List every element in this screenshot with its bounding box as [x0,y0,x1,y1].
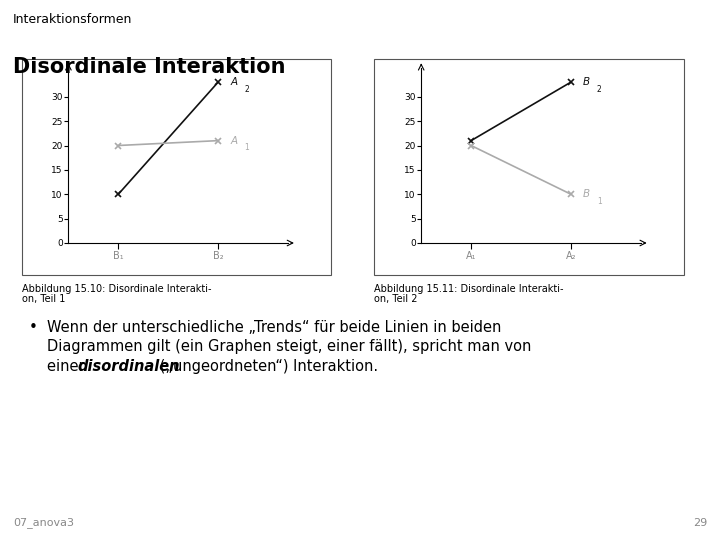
Text: 29: 29 [693,518,707,528]
Text: disordinalen: disordinalen [78,359,180,374]
Text: A: A [230,136,237,146]
Text: einer: einer [47,359,89,374]
Text: •: • [29,320,37,335]
Text: 1: 1 [597,197,602,206]
Text: Diagrammen gilt (ein Graphen steigt, einer fällt), spricht man von: Diagrammen gilt (ein Graphen steigt, ein… [47,339,531,354]
Text: Disordinale Interaktion: Disordinale Interaktion [13,57,285,77]
Text: 2: 2 [597,85,602,94]
Text: („ungeordneten“) Interaktion.: („ungeordneten“) Interaktion. [155,359,378,374]
Text: on, Teil 2: on, Teil 2 [374,294,418,305]
Text: on, Teil 1: on, Teil 1 [22,294,65,305]
Text: Interaktionsformen: Interaktionsformen [13,13,132,26]
Text: A: A [230,77,237,87]
Text: Abbildung 15.10: Disordinale Interakti-: Abbildung 15.10: Disordinale Interakti- [22,284,211,294]
Text: B: B [583,189,590,199]
Text: 1: 1 [244,144,249,152]
Text: 2: 2 [244,85,249,94]
Text: Wenn der unterschiedliche „Trends“ für beide Linien in beiden: Wenn der unterschiedliche „Trends“ für b… [47,320,501,335]
Text: Abbildung 15.11: Disordinale Interakti-: Abbildung 15.11: Disordinale Interakti- [374,284,564,294]
Text: B: B [583,77,590,87]
Text: 07_anova3: 07_anova3 [13,517,74,528]
